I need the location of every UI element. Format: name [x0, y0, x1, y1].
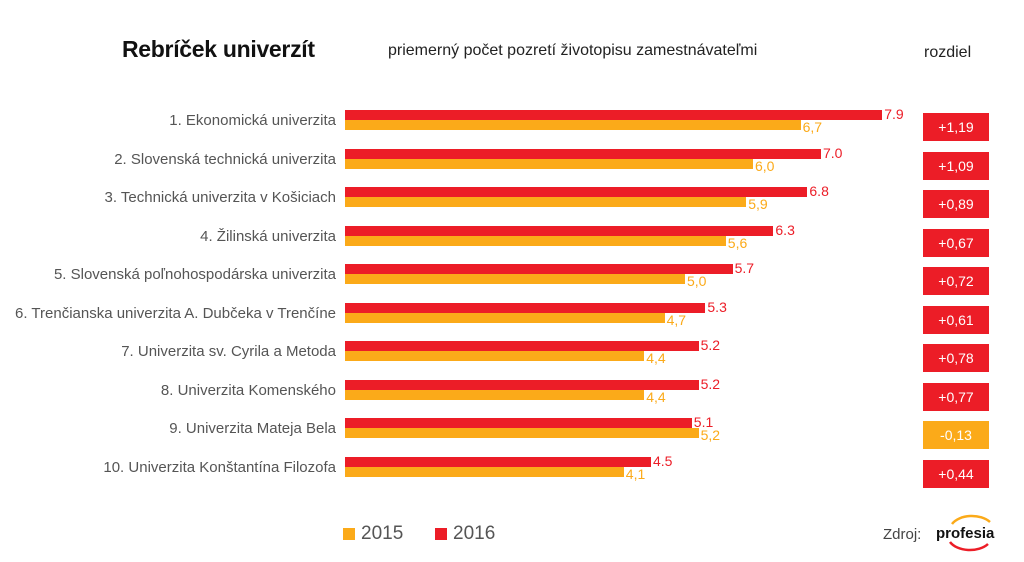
- difference-badge: +0,77: [923, 382, 989, 411]
- category-label: 10. Univerzita Konštantína Filozofa: [103, 458, 336, 476]
- category-label: 9. Univerzita Mateja Bela: [169, 420, 336, 437]
- profesia-logo-arcs: profesia: [936, 514, 995, 552]
- bar-2016: [345, 110, 883, 120]
- category-label: 8. Univerzita Komenského: [160, 381, 336, 399]
- value-label-2016: 5.2: [700, 375, 721, 392]
- bar-2015: [345, 428, 699, 438]
- value-label-2016: 7.0: [823, 144, 843, 161]
- difference-badge: +0,78: [923, 344, 989, 372]
- bar-2015: [345, 120, 801, 130]
- value-label-2015: 4,1: [625, 465, 646, 482]
- value-label-2015: 5,6: [727, 234, 748, 251]
- value-label-2016: 6.8: [809, 183, 829, 199]
- bar-2015: [345, 197, 747, 207]
- legend-swatch-2015: [343, 528, 355, 540]
- legend-label-2016: 2016: [453, 523, 496, 544]
- bar-2016: [345, 148, 821, 159]
- value-label-2015: 6,0: [755, 157, 775, 174]
- value-label-2016: 5.2: [700, 337, 721, 353]
- value-label-2015: 5,9: [748, 196, 768, 212]
- difference-badge: +0,44: [923, 459, 989, 488]
- difference-badge: +1,09: [923, 151, 989, 180]
- category-label: 3. Technická univerzita v Košiciach: [104, 189, 336, 206]
- legend-item-2016: 2016: [435, 523, 495, 545]
- legend-label-2015: 2015: [361, 523, 404, 544]
- value-label-2016: 7.9: [884, 106, 904, 122]
- bar-2016: [345, 225, 774, 236]
- chart-title: Rebríček univerzít: [122, 36, 315, 62]
- bar-2015: [345, 274, 685, 284]
- value-label-2015: 6,7: [802, 119, 823, 135]
- bar-2016: [345, 302, 706, 313]
- difference-badge: +0,61: [923, 305, 989, 334]
- difference-badge: -0,13: [923, 421, 989, 449]
- profesia-logo: profesia: [930, 512, 1002, 554]
- category-label: 2. Slovenská technická univerzita: [114, 150, 336, 168]
- difference-badge: +1,19: [923, 113, 989, 141]
- bar-2015: [345, 235, 726, 246]
- value-label-2016: 5.1: [693, 414, 714, 430]
- value-label-2015: 4,4: [646, 388, 666, 405]
- profesia-logo-text: profesia: [936, 525, 995, 542]
- legend-swatch-2016: [435, 528, 447, 540]
- difference-badge: +0,67: [923, 228, 989, 257]
- bar-2016: [345, 456, 651, 467]
- value-label-2015: 4,7: [666, 311, 687, 328]
- bar-2016: [345, 379, 699, 390]
- category-label: 4. Žilinská univerzita: [200, 227, 336, 245]
- value-label-2016: 5.3: [707, 298, 727, 315]
- category-label: 7. Univerzita sv. Cyrila a Metoda: [121, 343, 336, 360]
- value-label-2015: 5,2: [700, 427, 721, 443]
- category-label: 1. Ekonomická univerzita: [169, 112, 336, 129]
- difference-badge: +0,72: [923, 267, 989, 295]
- legend-item-2015: 2015: [343, 523, 403, 545]
- source-label: Zdroj:: [883, 526, 922, 543]
- bar-2016: [345, 187, 808, 197]
- difference-header: rozdiel: [924, 44, 972, 61]
- category-label: 6. Trenčianska univerzita A. Dubčeka v T…: [15, 304, 336, 322]
- value-label-2015: 5,0: [687, 273, 707, 289]
- difference-badge: +0,89: [923, 190, 989, 218]
- category-label: 5. Slovenská poľnohospodárska univerzita: [53, 266, 336, 283]
- bar-2015: [345, 312, 665, 323]
- bar-2016: [345, 264, 733, 274]
- bar-2016: [345, 418, 692, 428]
- bar-2016: [345, 341, 699, 351]
- bar-2015: [345, 351, 645, 361]
- bar-2015: [345, 389, 645, 400]
- bar-2015: [345, 158, 753, 169]
- chart-subtitle: priemerný počet pozretí životopisu zames…: [388, 42, 758, 59]
- value-label-2016: 4.5: [653, 452, 673, 469]
- value-label-2015: 4,4: [646, 350, 666, 366]
- bar-2015: [345, 466, 624, 477]
- value-label-2016: 6.3: [775, 221, 795, 238]
- value-label-2016: 5.7: [734, 260, 755, 276]
